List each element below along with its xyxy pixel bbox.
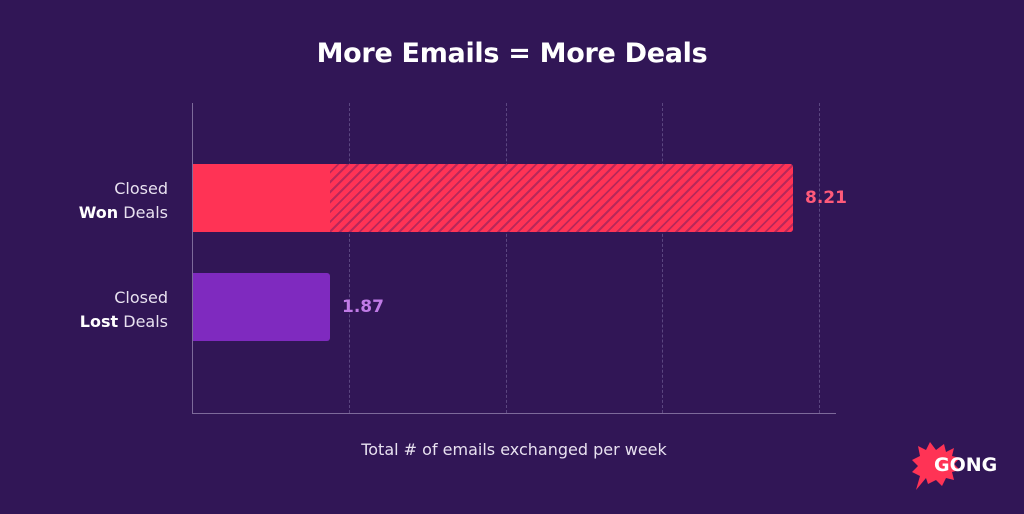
value-label-lost: 1.87 <box>342 297 384 317</box>
gong-logo: GONG <box>910 440 1000 492</box>
bar-closed-lost <box>193 273 330 341</box>
category-label-bold: Won <box>78 203 119 222</box>
category-label-lost: Closed Lost Deals <box>8 286 168 334</box>
plot-area: 8.21 1.87 <box>192 103 847 414</box>
bar-closed-won <box>193 164 793 232</box>
value-label-won: 8.21 <box>805 188 847 208</box>
logo-text: GONG <box>934 454 998 476</box>
category-label-rest: Deals <box>118 203 168 222</box>
category-label-rest: Deals <box>118 312 168 331</box>
chart-title: More Emails = More Deals <box>316 38 708 69</box>
gridline <box>349 103 350 413</box>
gridline <box>819 103 820 413</box>
bar-won-hatched-increment <box>330 164 793 232</box>
category-label-bold: Lost <box>79 312 119 331</box>
gridline <box>662 103 663 413</box>
category-label-line1: Closed <box>114 179 168 198</box>
category-label-won: Closed Won Deals <box>8 177 168 225</box>
starburst-icon <box>912 442 960 490</box>
x-axis-label: Total # of emails exchanged per week <box>361 440 667 459</box>
gridline <box>506 103 507 413</box>
category-label-line1: Closed <box>114 288 168 307</box>
